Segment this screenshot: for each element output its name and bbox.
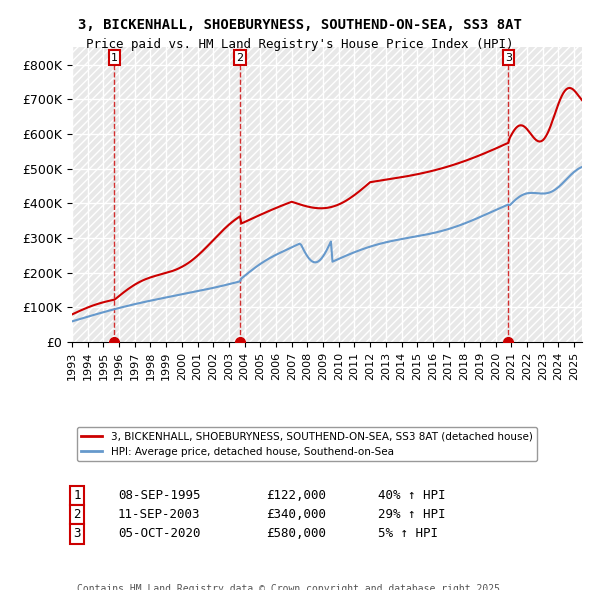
Text: 3, BICKENHALL, SHOEBURYNESS, SOUTHEND-ON-SEA, SS3 8AT: 3, BICKENHALL, SHOEBURYNESS, SOUTHEND-ON…	[78, 18, 522, 32]
Text: 2: 2	[236, 53, 244, 63]
Text: 1: 1	[111, 53, 118, 63]
Text: 2: 2	[73, 508, 81, 522]
Text: Price paid vs. HM Land Registry's House Price Index (HPI): Price paid vs. HM Land Registry's House …	[86, 38, 514, 51]
Text: Contains HM Land Registry data © Crown copyright and database right 2025.
This d: Contains HM Land Registry data © Crown c…	[77, 584, 506, 590]
Text: 1: 1	[73, 489, 81, 502]
Text: £340,000: £340,000	[266, 508, 326, 522]
Text: 3: 3	[505, 53, 512, 63]
Text: 3: 3	[73, 527, 81, 540]
Text: 29% ↑ HPI: 29% ↑ HPI	[378, 508, 445, 522]
Text: £580,000: £580,000	[266, 527, 326, 540]
Legend: 3, BICKENHALL, SHOEBURYNESS, SOUTHEND-ON-SEA, SS3 8AT (detached house), HPI: Ave: 3, BICKENHALL, SHOEBURYNESS, SOUTHEND-ON…	[77, 427, 536, 461]
Text: £122,000: £122,000	[266, 489, 326, 502]
Text: 05-OCT-2020: 05-OCT-2020	[118, 527, 200, 540]
Text: 08-SEP-1995: 08-SEP-1995	[118, 489, 200, 502]
Text: 11-SEP-2003: 11-SEP-2003	[118, 508, 200, 522]
Text: 5% ↑ HPI: 5% ↑ HPI	[378, 527, 438, 540]
Text: 40% ↑ HPI: 40% ↑ HPI	[378, 489, 445, 502]
